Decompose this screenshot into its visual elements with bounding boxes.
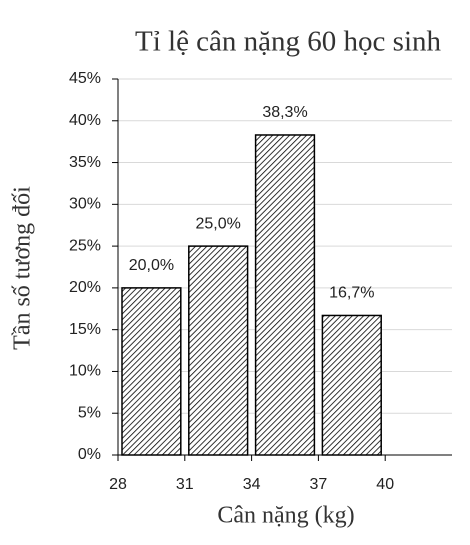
x-tick-label: 40: [376, 476, 394, 493]
y-tick-label: 45%: [69, 70, 101, 87]
y-tick-label: 25%: [69, 237, 101, 254]
y-tick-label: 0%: [78, 446, 101, 463]
y-tick-label: 10%: [69, 363, 101, 380]
data-label: 20,0%: [129, 257, 174, 274]
y-tick-label: 30%: [69, 196, 101, 213]
chart-title: Tỉ lệ cân nặng 60 học sinh: [135, 26, 442, 58]
x-axis-label: Cân nặng (kg): [217, 503, 354, 529]
bar: [188, 245, 249, 456]
x-tick-label: 34: [243, 476, 261, 493]
bar: [254, 134, 316, 456]
y-tick-label: 5%: [78, 404, 101, 421]
y-tick-label: 40%: [69, 112, 101, 129]
x-tick-label: 37: [310, 476, 328, 493]
bar: [321, 314, 382, 456]
y-tick-label: 20%: [69, 279, 101, 296]
y-tick-label: 15%: [69, 321, 101, 338]
data-label: 16,7%: [329, 285, 374, 302]
data-label: 38,3%: [262, 104, 307, 121]
x-tick-label: 31: [176, 476, 194, 493]
data-label: 25,0%: [196, 215, 241, 232]
bar: [121, 287, 182, 456]
y-tick-label: 35%: [69, 154, 101, 171]
y-axis-label: Tần số tương đối: [10, 186, 36, 350]
x-tick-label: 28: [109, 476, 127, 493]
